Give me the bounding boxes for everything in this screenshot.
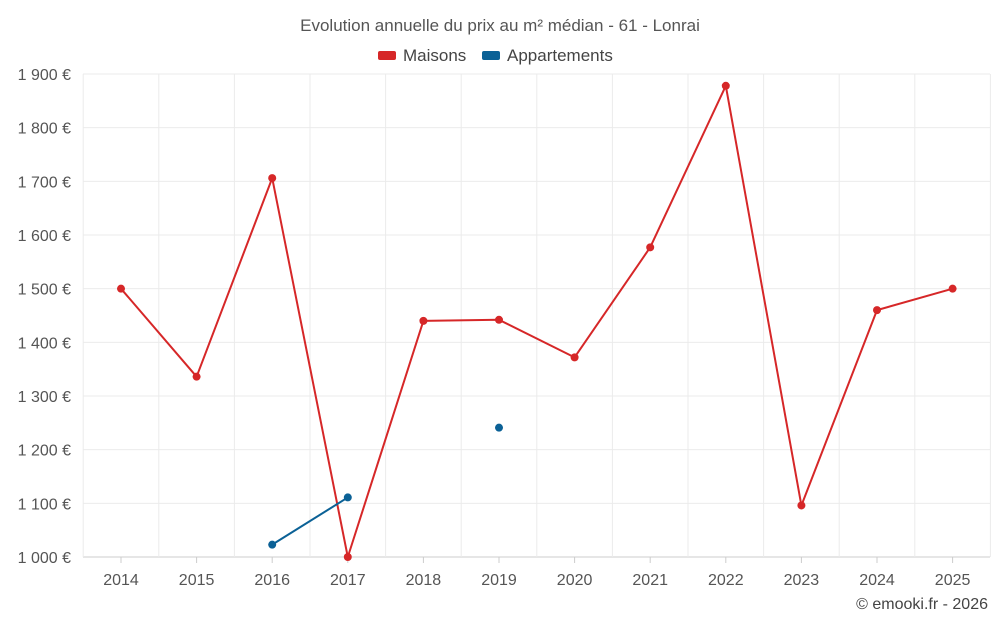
chart-title: Evolution annuelle du prix au m² médian … <box>300 16 700 35</box>
data-point <box>419 316 428 325</box>
x-tick-label: 2014 <box>103 572 139 589</box>
legend-label: Maisons <box>403 46 466 65</box>
data-point <box>343 493 352 502</box>
legend-label: Appartements <box>507 46 613 65</box>
y-tick-label: 1 400 € <box>18 335 71 352</box>
y-tick-label: 1 000 € <box>18 550 71 567</box>
data-point <box>721 81 730 90</box>
data-point <box>948 284 957 293</box>
legend-swatch <box>378 51 396 60</box>
data-point <box>873 306 881 315</box>
x-axis: 2014 2015 2016 2017 2018 2019 2020 2021 2022 2023… <box>103 557 970 589</box>
x-tick-label: 2024 <box>859 572 895 589</box>
y-tick-label: 1 700 € <box>18 174 71 191</box>
x-tick-label: 2022 <box>708 572 744 589</box>
series-group <box>117 81 957 561</box>
grid <box>82 73 991 558</box>
data-point <box>117 284 125 293</box>
y-tick-label: 1 900 € <box>18 67 71 84</box>
credit-text: © emooki.fr - 2026 <box>856 596 988 613</box>
y-tick-label: 1 300 € <box>18 389 71 406</box>
series-appartements <box>268 423 503 549</box>
data-point <box>192 372 201 381</box>
y-tick-label: 1 600 € <box>18 228 71 245</box>
data-point <box>797 501 806 510</box>
data-point <box>268 540 277 549</box>
x-tick-label: 2015 <box>179 572 215 589</box>
data-point <box>343 553 352 561</box>
y-tick-label: 1 800 € <box>18 121 71 138</box>
legend-swatch <box>482 51 500 60</box>
y-tick-label: 1 200 € <box>18 443 71 460</box>
x-tick-label: 2021 <box>632 572 668 589</box>
series-line <box>120 84 953 558</box>
legend: Maisons Appartements <box>378 46 613 65</box>
x-tick-label: 2025 <box>935 572 971 589</box>
x-tick-label: 2016 <box>254 572 290 589</box>
data-point <box>495 315 503 324</box>
x-tick-label: 2018 <box>406 572 442 589</box>
x-tick-label: 2023 <box>784 572 820 589</box>
data-point <box>570 353 579 362</box>
x-tick-label: 2017 <box>330 572 366 589</box>
x-tick-label: 2020 <box>557 572 593 589</box>
series-maisons <box>117 81 957 561</box>
data-point <box>268 174 277 183</box>
y-tick-label: 1 100 € <box>18 496 71 513</box>
y-axis: 1 000 € 1 100 € 1 200 € 1 300 € 1 400 € 1 500… <box>18 67 71 567</box>
data-point <box>495 423 503 432</box>
x-tick-label: 2019 <box>481 572 517 589</box>
y-tick-label: 1 500 € <box>18 282 71 299</box>
data-point <box>646 243 655 252</box>
series-line <box>271 496 349 546</box>
